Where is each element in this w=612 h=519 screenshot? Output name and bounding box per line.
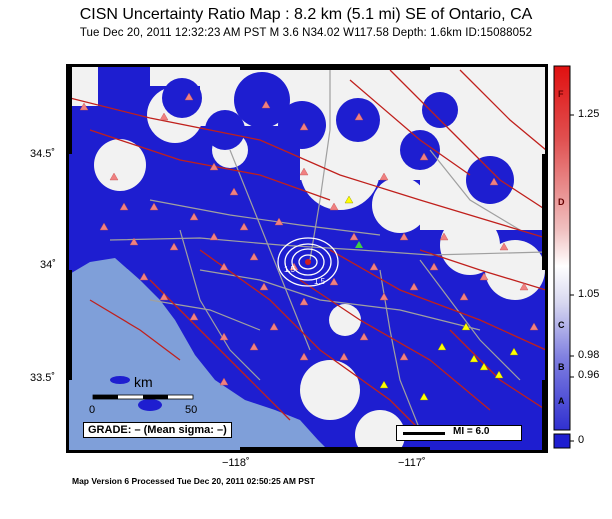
stations: [79, 92, 539, 386]
island-2: [138, 399, 162, 411]
lat-label: 34.5˚: [30, 148, 56, 160]
grade-letter: F: [558, 89, 564, 99]
map-area: 1.5 1.5: [68, 66, 546, 452]
island-1: [110, 376, 130, 384]
map-title: CISN Uncertainty Ratio Map : 8.2 km (5.1…: [79, 6, 533, 23]
colorbar-zero-swatch: [553, 433, 571, 449]
contour-labels: 1.5 1.5: [284, 265, 326, 286]
ocean: [68, 258, 330, 452]
yellow-stations: [344, 195, 519, 401]
colorbar: [553, 65, 571, 431]
mmi-legend: MI = 6.0: [396, 425, 522, 441]
scale-end: 50: [185, 404, 198, 416]
roads: [109, 70, 546, 431]
mmi-line-icon: [403, 432, 445, 435]
scale-start: 0: [89, 404, 96, 416]
faults: [69, 69, 546, 441]
colorbar-value: 0.96: [578, 369, 600, 381]
grade-letter: B: [558, 362, 565, 372]
grade-letter: C: [558, 320, 565, 330]
colorbar-value: 0: [578, 434, 585, 446]
contours: [277, 237, 339, 287]
lat-label: 34˚: [40, 259, 56, 271]
grade-letter: A: [558, 396, 565, 406]
colorbar-value: 1.25: [578, 108, 600, 120]
colorbar-value: 1.05: [578, 288, 600, 300]
colorbar-ticks: [570, 114, 574, 442]
station-coverage: [162, 72, 514, 204]
colorbar-value: 0.98: [578, 349, 600, 361]
frame-bars: [66, 64, 548, 453]
lat-label: 33.5˚: [30, 372, 56, 384]
footer-text: Map Version 6 Processed Tue Dec 20, 2011…: [72, 476, 315, 486]
mmi-text: MI = 6.0: [453, 426, 490, 437]
lon-label: −117˚: [398, 457, 426, 469]
green-station: [355, 241, 363, 248]
map-subtitle: Tue Dec 20, 2011 12:32:23 AM PST M 3.6 N…: [79, 27, 533, 39]
svg-text:1.5: 1.5: [314, 277, 326, 286]
svg-text:1.5: 1.5: [284, 265, 296, 274]
grade-box: GRADE: – (Mean sigma: –): [83, 422, 232, 438]
grade-letter: D: [558, 197, 565, 207]
lon-label: −118˚: [222, 457, 250, 469]
epicenter-star: [305, 259, 311, 265]
scale-unit: km: [134, 374, 153, 390]
